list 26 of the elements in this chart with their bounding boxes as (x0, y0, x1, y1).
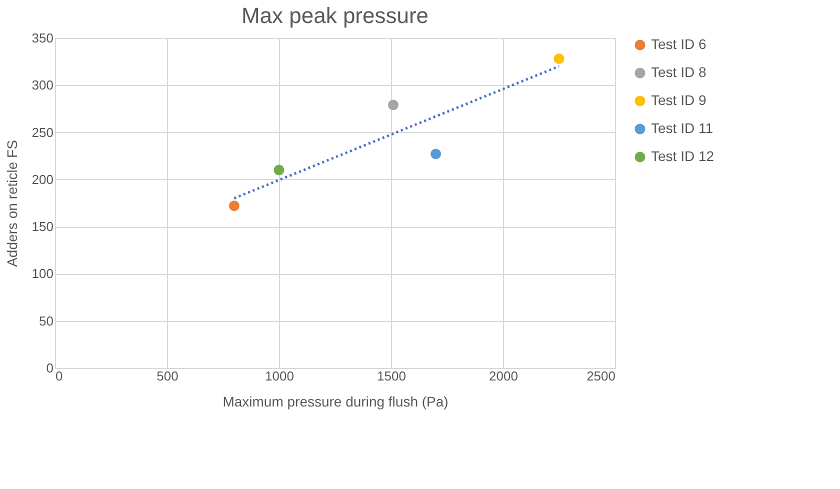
y-axis-title: Adders on reticle FS (4, 140, 20, 267)
x-axis-title: Maximum pressure during flush (Pa) (222, 394, 448, 410)
legend-label: Test ID 9 (651, 92, 706, 108)
legend-label: Test ID 11 (651, 120, 714, 136)
y-tick-label: 200 (32, 172, 54, 187)
chart-title: Max peak pressure (241, 3, 429, 28)
point (274, 164, 284, 176)
y-tick-label: 150 (32, 219, 54, 234)
legend-label: Test ID 8 (651, 64, 706, 80)
y-tick-label: 250 (32, 124, 54, 140)
x-tick-label: 500 (156, 368, 178, 384)
y-tick-label: 50 (39, 313, 54, 328)
point (554, 54, 564, 64)
point (228, 200, 240, 212)
point (430, 148, 442, 160)
y-tick-label: 100 (32, 266, 54, 282)
x-tick-label: 0 (56, 368, 63, 384)
y-tick-label: 300 (32, 78, 54, 93)
x-tick-label: 2500 (586, 368, 616, 384)
legend-label: Test ID 6 (651, 36, 706, 52)
x-tick-label: 2000 (489, 368, 518, 384)
x-tick-label: 1000 (265, 368, 294, 384)
point (388, 100, 398, 110)
y-tick-label: 350 (32, 30, 54, 46)
x-tick-label: 1500 (377, 368, 406, 384)
legend-label: Test ID 12 (651, 148, 714, 164)
